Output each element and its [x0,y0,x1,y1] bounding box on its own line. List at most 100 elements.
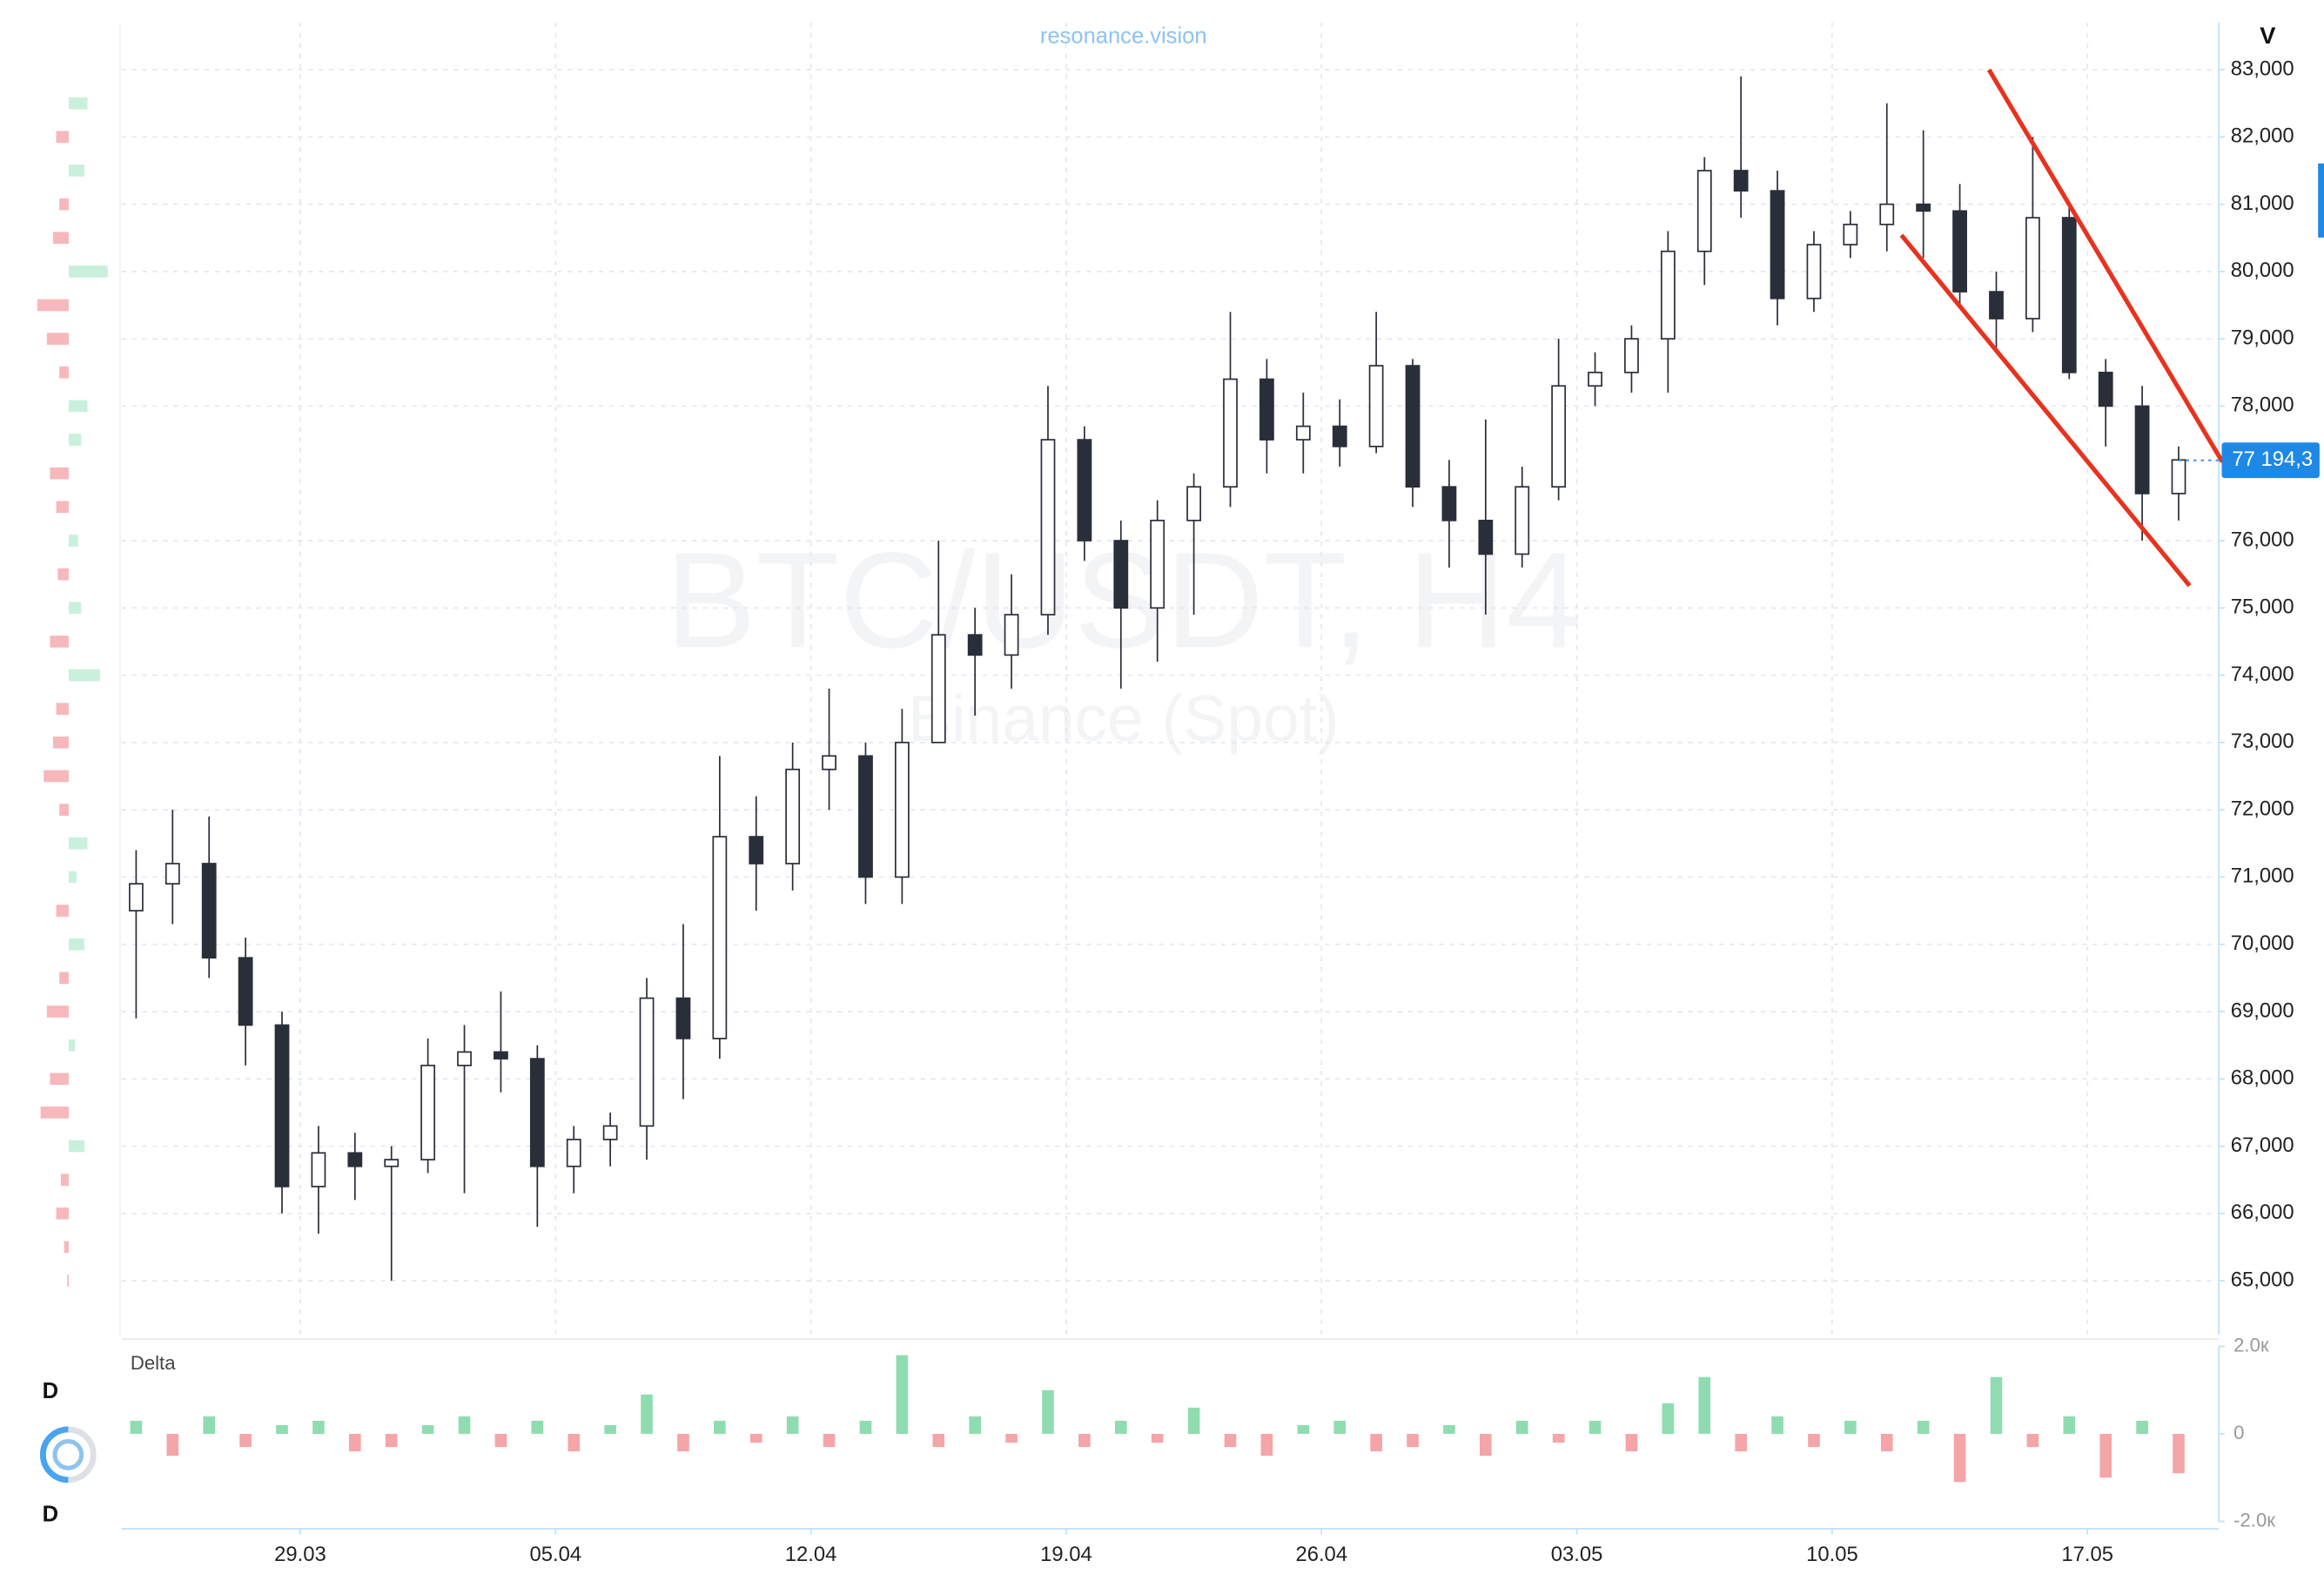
indicator-icon-inner [52,1438,84,1470]
candle-body [1551,385,1567,488]
candle-body [858,755,873,878]
profile-bar [59,972,69,985]
candle-body [311,1152,326,1187]
profile-bar [37,299,69,312]
candle-body [639,997,655,1127]
y-tick-label: 74,000 [2231,663,2294,686]
x-tick-label: 03.05 [1551,1543,1603,1566]
indicator-icon-arc [40,1426,69,1483]
delta-bar [1589,1420,1602,1435]
delta-bar [1333,1420,1347,1435]
candle-body [1186,486,1201,521]
delta-bar [969,1416,981,1435]
profile-bar [52,232,69,245]
profile-bar [56,1208,69,1220]
delta-bar [1880,1434,1893,1452]
delta-bar [823,1434,836,1448]
profile-bar [46,1006,69,1018]
candle-body [1624,338,1639,373]
profile-bar [68,434,82,446]
delta-bar [239,1434,252,1448]
delta-bar [421,1424,434,1435]
y-tick-label: 65,000 [2231,1268,2294,1291]
x-tick-label: 19.04 [1040,1543,1092,1566]
profile-bar [46,333,69,345]
delta-bar [458,1416,471,1435]
y-tick-label: 81,000 [2231,192,2294,215]
profile-bar [68,602,82,615]
side-label[interactable]: D [43,1502,58,1526]
delta-bar [1808,1434,1820,1448]
candle-body [1696,170,1712,252]
profile-bar [67,1275,69,1287]
delta-tick-label: 2.0к [2233,1334,2269,1356]
delta-bar [531,1420,544,1435]
candle-body [2061,217,2077,373]
profile-bar [59,366,69,379]
candle-body [201,863,217,959]
candle-body [1588,371,1602,387]
trend-line [1986,68,2225,463]
x-tick-label: 26.04 [1295,1543,1347,1566]
delta-bar [1078,1434,1091,1448]
candle-body [274,1024,290,1187]
delta-bar [1407,1434,1419,1448]
profile-bar [68,938,84,951]
candle-body [1515,486,1530,555]
delta-bar [641,1394,653,1435]
delta-bar [1662,1403,1675,1435]
profile-bar [56,501,69,514]
delta-bar [1515,1420,1528,1435]
candle-body [1077,439,1092,542]
profile-bar [64,1241,69,1254]
delta-bar [786,1416,799,1435]
candle-body [238,957,253,1026]
delta-bar [1151,1434,1164,1443]
profile-bar [60,1174,69,1186]
candle-body [712,836,728,1039]
profile-bar [56,905,69,917]
panel-label: Delta [131,1352,176,1374]
y-tick-label: 78,000 [2231,394,2294,417]
axis-mode[interactable]: V [2260,22,2275,49]
delta-bar [1480,1434,1492,1457]
y-tick-label: 67,000 [2231,1134,2294,1157]
delta-bar [1187,1407,1200,1435]
candle-body [1733,170,1749,192]
profile-bar [68,400,88,413]
candle-body [1368,365,1384,447]
side-label[interactable]: D [43,1379,58,1403]
y-tick-label: 79,000 [2231,326,2294,349]
delta-bar [749,1434,762,1443]
profile-bar [50,467,69,480]
profile-bar [50,636,69,648]
delta-bar [385,1434,398,1448]
delta-bar [1698,1376,1711,1435]
candle-body [2171,459,2186,494]
y-tick-label: 66,000 [2231,1201,2294,1224]
profile-bar [68,165,84,177]
delta-bar [604,1424,616,1435]
delta-bar [1443,1424,1455,1435]
y-tick-label: 70,000 [2231,932,2294,955]
delta-bar [1042,1389,1054,1435]
candle-body [1952,210,1967,293]
watermark-exchange: Binance (Spot) [908,682,1340,755]
candle-body [1040,439,1056,616]
x-tick-label: 10.05 [1806,1543,1858,1566]
delta-bar [494,1434,507,1448]
profile-bar [40,1107,69,1119]
y-tick-label: 83,000 [2231,57,2294,80]
candle-body [128,883,144,912]
delta-bar [2136,1420,2148,1435]
candle-body [1223,378,1238,488]
profile-bar [68,535,78,547]
delta-bar [1771,1416,1783,1435]
last-price-label: 77 194,3 [2232,447,2313,471]
delta-bar [859,1420,872,1435]
candle-body [967,634,983,656]
candle-body [1478,519,1494,555]
x-tick-label: 12.04 [785,1543,837,1566]
